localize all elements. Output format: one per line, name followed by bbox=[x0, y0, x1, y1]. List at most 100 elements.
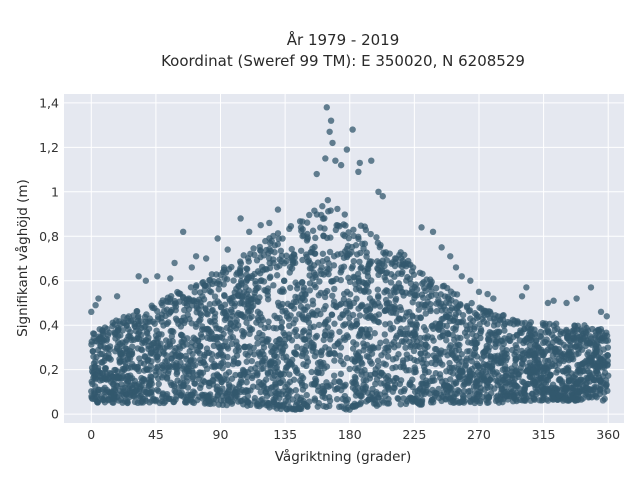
data-point bbox=[277, 247, 285, 255]
data-point bbox=[189, 351, 196, 358]
data-point bbox=[183, 341, 190, 348]
data-point bbox=[490, 295, 497, 302]
data-point bbox=[588, 374, 595, 381]
data-point bbox=[178, 331, 185, 339]
data-point bbox=[193, 304, 201, 312]
data-point bbox=[166, 295, 174, 303]
data-point bbox=[357, 399, 365, 406]
data-point bbox=[273, 272, 281, 279]
data-point bbox=[265, 323, 272, 331]
data-point bbox=[352, 365, 359, 372]
data-point bbox=[515, 353, 523, 361]
data-point bbox=[267, 390, 274, 397]
data-point bbox=[519, 378, 526, 385]
data-point bbox=[304, 234, 311, 241]
data-point bbox=[211, 293, 219, 300]
data-point bbox=[474, 363, 482, 370]
data-point bbox=[98, 350, 106, 358]
data-point bbox=[419, 388, 426, 395]
data-point bbox=[465, 373, 472, 380]
data-point bbox=[225, 266, 233, 273]
data-point bbox=[453, 291, 461, 298]
data-point bbox=[446, 317, 453, 325]
data-point bbox=[239, 293, 247, 300]
data-point bbox=[293, 351, 300, 358]
data-point bbox=[151, 320, 158, 327]
data-point bbox=[581, 322, 588, 329]
data-point bbox=[452, 323, 460, 330]
data-point bbox=[211, 300, 219, 307]
data-point bbox=[119, 399, 126, 406]
data-point bbox=[439, 361, 446, 368]
data-point bbox=[202, 306, 209, 313]
data-point bbox=[397, 255, 405, 262]
data-point bbox=[498, 385, 506, 392]
data-point bbox=[243, 358, 250, 365]
data-point bbox=[574, 388, 581, 396]
data-point bbox=[188, 320, 195, 327]
data-point bbox=[475, 288, 483, 296]
data-point bbox=[348, 356, 356, 363]
data-point bbox=[576, 361, 583, 369]
data-point bbox=[220, 264, 228, 271]
data-point bbox=[301, 346, 308, 354]
data-point bbox=[374, 357, 382, 364]
data-point bbox=[444, 293, 452, 301]
data-point bbox=[337, 370, 345, 378]
data-point bbox=[97, 342, 104, 349]
data-point bbox=[399, 260, 407, 268]
data-point bbox=[173, 393, 180, 400]
data-point bbox=[309, 227, 317, 234]
data-point bbox=[604, 387, 611, 395]
data-point bbox=[257, 277, 264, 285]
data-point bbox=[267, 273, 274, 280]
data-point bbox=[138, 374, 145, 382]
data-point bbox=[415, 301, 422, 308]
data-point bbox=[286, 378, 294, 386]
data-point bbox=[238, 299, 246, 307]
data-point bbox=[167, 275, 174, 282]
data-point bbox=[343, 146, 351, 153]
chart-title: År 1979 - 2019 bbox=[287, 30, 400, 49]
data-point bbox=[447, 368, 454, 375]
data-point bbox=[531, 396, 538, 403]
data-point bbox=[485, 308, 493, 315]
data-point bbox=[492, 397, 500, 405]
data-point bbox=[314, 403, 321, 410]
data-point bbox=[520, 394, 528, 402]
data-point bbox=[279, 286, 286, 293]
data-point bbox=[435, 385, 442, 393]
data-point bbox=[214, 235, 221, 242]
data-point bbox=[276, 394, 283, 402]
data-point bbox=[224, 396, 231, 404]
data-point bbox=[518, 293, 526, 300]
data-point bbox=[257, 388, 264, 396]
data-point bbox=[247, 387, 254, 394]
data-point bbox=[544, 397, 552, 404]
data-point bbox=[326, 397, 334, 405]
data-point bbox=[243, 319, 250, 326]
data-point bbox=[592, 328, 599, 335]
data-point bbox=[525, 351, 533, 359]
data-point bbox=[124, 372, 132, 380]
data-point bbox=[194, 371, 201, 379]
data-point bbox=[404, 260, 412, 268]
data-point bbox=[342, 381, 349, 389]
data-point bbox=[323, 379, 330, 386]
data-point bbox=[145, 325, 153, 332]
data-point bbox=[466, 368, 473, 375]
data-point bbox=[382, 382, 389, 390]
data-point bbox=[393, 288, 400, 295]
data-point bbox=[571, 343, 579, 351]
data-point bbox=[427, 307, 434, 315]
data-point bbox=[411, 342, 419, 349]
data-point bbox=[266, 404, 273, 411]
data-point bbox=[187, 395, 194, 402]
data-point bbox=[267, 240, 274, 247]
data-point bbox=[211, 362, 218, 370]
data-point bbox=[330, 372, 338, 379]
data-point bbox=[568, 395, 576, 402]
data-point bbox=[424, 333, 432, 340]
data-point bbox=[366, 306, 374, 313]
x-tick-label: 0 bbox=[87, 427, 95, 442]
